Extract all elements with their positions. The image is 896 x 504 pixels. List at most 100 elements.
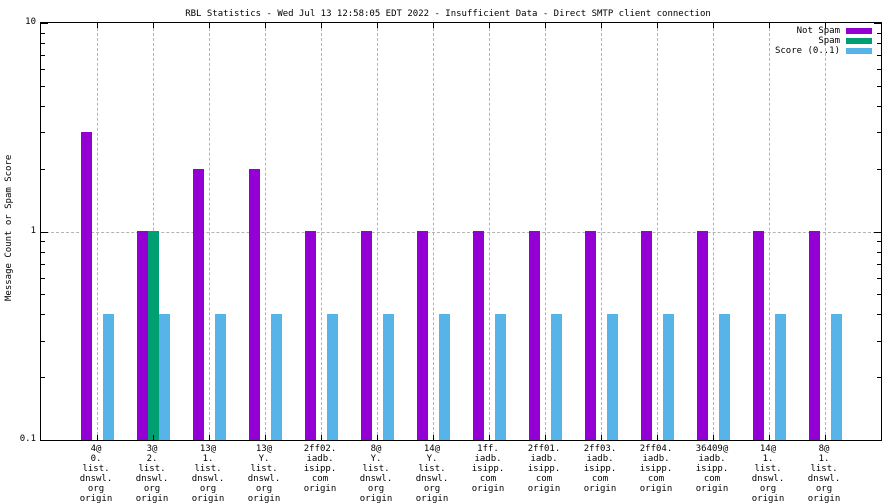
bar-score: [215, 314, 226, 440]
bar-not-spam: [137, 231, 148, 440]
x-tick-bottom: [769, 435, 770, 440]
x-tick-label-line: origin: [527, 484, 561, 494]
bar-not-spam: [529, 231, 540, 440]
gridline-cluster: [209, 23, 210, 440]
gridline-cluster: [97, 23, 98, 440]
y-tick-minor: [41, 55, 45, 56]
y-tick-major: [874, 440, 881, 441]
y-tick-major: [41, 23, 48, 24]
x-tick-top: [769, 23, 770, 28]
y-tick-minor: [877, 377, 881, 378]
y-tick-major: [41, 440, 48, 441]
bar-score: [551, 314, 562, 440]
x-tick-label-line: origin: [807, 494, 841, 504]
x-tick-label-line: dnswl.: [79, 474, 113, 484]
x-tick-label-line: 1.: [762, 454, 774, 464]
x-tick-label-line: com: [479, 474, 497, 484]
y-tick-minor: [41, 43, 45, 44]
x-tick-label-line: org: [423, 484, 441, 494]
x-tick-label-line: origin: [79, 494, 113, 504]
x-tick-label: 2ff04. iadb. isipp. com origin: [628, 444, 684, 494]
x-tick-label: 3@ 2. list. dnswl. org origin: [124, 444, 180, 504]
x-tick-label-line: list.: [810, 464, 838, 474]
x-tick-bottom: [321, 435, 322, 440]
x-tick-label-line: origin: [135, 494, 169, 504]
y-tick-minor: [41, 132, 45, 133]
legend-label: Not Spam: [796, 26, 840, 36]
y-tick-minor: [41, 377, 45, 378]
y-tick-minor: [877, 294, 881, 295]
x-tick-label-line: 36409@: [695, 444, 729, 454]
bar-not-spam: [585, 231, 596, 440]
y-tick-minor: [877, 169, 881, 170]
legend-label: Spam: [818, 36, 840, 46]
x-tick-label-line: origin: [639, 484, 673, 494]
x-tick-label-line: list.: [362, 464, 390, 474]
x-tick-label-line: origin: [751, 494, 785, 504]
x-tick-bottom: [713, 435, 714, 440]
x-tick-bottom: [657, 435, 658, 440]
x-tick-top: [825, 23, 826, 28]
x-tick-bottom: [265, 435, 266, 440]
bar-score: [159, 314, 170, 440]
gridline-cluster: [489, 23, 490, 440]
legend-entry: Not Spam: [775, 26, 872, 36]
y-tick-major: [41, 232, 48, 233]
x-tick-label-line: 2.: [146, 454, 158, 464]
y-tick-label-0.1: 0.1: [19, 434, 36, 444]
x-tick-label-line: origin: [359, 494, 393, 504]
x-tick-label-line: com: [311, 474, 329, 484]
x-tick-label: 2ff01. iadb. isipp. com origin: [516, 444, 572, 494]
x-tick-label-line: list.: [194, 464, 222, 474]
x-tick-label-line: 2ff03.: [583, 444, 617, 454]
x-tick-bottom: [97, 435, 98, 440]
x-tick-label-line: origin: [415, 494, 449, 504]
gridline-cluster: [825, 23, 826, 440]
gridline-cluster: [321, 23, 322, 440]
x-tick-label: 36409@ iadb. isipp. com origin: [684, 444, 740, 494]
x-tick-top: [657, 23, 658, 28]
bar-not-spam: [641, 231, 652, 440]
y-tick-minor: [41, 294, 45, 295]
x-tick-label-line: org: [143, 484, 161, 494]
legend: Not Spam Spam Score (0..1): [775, 26, 872, 56]
bar-score: [495, 314, 506, 440]
x-tick-label-line: iadb.: [586, 454, 614, 464]
y-tick-minor: [877, 69, 881, 70]
y-tick-minor: [877, 43, 881, 44]
x-tick-label-line: iadb.: [474, 454, 502, 464]
y-tick-minor: [41, 169, 45, 170]
legend-swatch: [846, 28, 872, 34]
y-tick-minor: [877, 252, 881, 253]
x-tick-bottom: [433, 435, 434, 440]
x-tick-top: [265, 23, 266, 28]
bar-not-spam: [249, 169, 260, 440]
x-tick-label: 2ff03. iadb. isipp. com origin: [572, 444, 628, 494]
x-tick-label: 13@ Y. list. dnswl. org origin: [236, 444, 292, 504]
x-tick-label-line: org: [759, 484, 777, 494]
gridline-cluster: [601, 23, 602, 440]
bar-not-spam: [305, 231, 316, 440]
gridline-y-1: [41, 232, 881, 233]
legend-swatch: [846, 48, 872, 54]
x-tick-label-line: origin: [303, 484, 337, 494]
y-tick-minor: [877, 33, 881, 34]
x-tick-label-line: Y.: [258, 454, 270, 464]
y-tick-label-1: 1: [30, 226, 36, 236]
x-tick-label-line: isipp.: [695, 464, 729, 474]
y-tick-minor: [877, 86, 881, 87]
x-tick-label-line: iadb.: [698, 454, 726, 464]
x-tick-label-line: 14@: [759, 444, 777, 454]
x-tick-label-line: org: [367, 484, 385, 494]
chart-title: RBL Statistics - Wed Jul 13 12:58:05 EDT…: [185, 9, 711, 19]
x-tick-label-line: list.: [82, 464, 110, 474]
y-tick-major: [874, 23, 881, 24]
gridline-cluster: [377, 23, 378, 440]
bar-score: [271, 314, 282, 440]
legend-label: Score (0..1): [774, 46, 840, 56]
y-tick-label-10: 10: [25, 17, 36, 27]
x-tick-top: [321, 23, 322, 28]
x-tick-label-line: list.: [138, 464, 166, 474]
bar-not-spam: [809, 231, 820, 440]
